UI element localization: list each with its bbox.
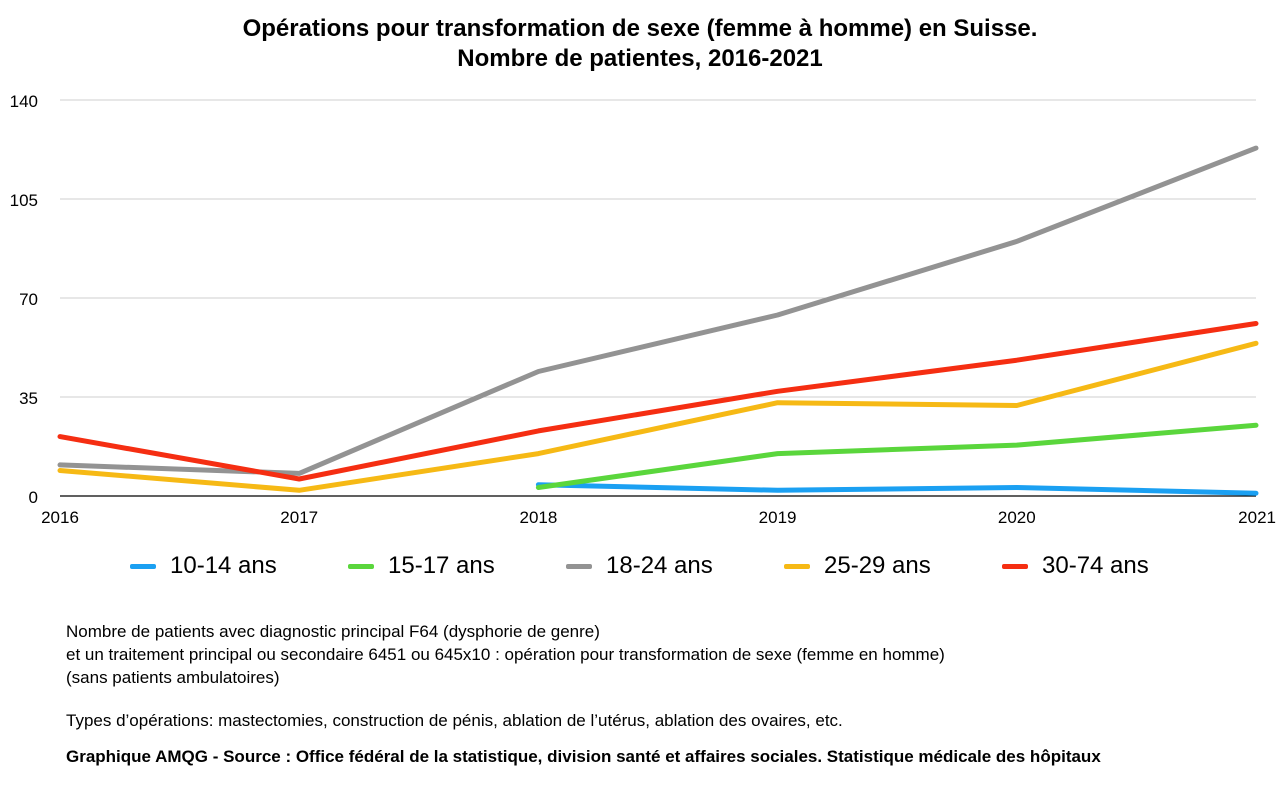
legend-label-25-29: 25-29 ans	[824, 552, 931, 579]
note-line-1: Nombre de patients avec diagnostic princ…	[66, 622, 600, 641]
legend-label-10-14: 10-14 ans	[170, 552, 277, 579]
note-line-2: et un traitement principal ou secondaire…	[66, 645, 945, 664]
x-tick-label-2019: 2019	[759, 508, 797, 527]
note-operation-types: Types d’opérations: mastectomies, constr…	[66, 711, 843, 730]
x-tick-label-2018: 2018	[519, 508, 557, 527]
chart-title-line-1: Opérations pour transformation de sexe (…	[242, 15, 1038, 42]
y-tick-label-35: 35	[19, 389, 38, 408]
legend-swatch-10-14	[130, 563, 156, 569]
series-line-10-14-ans	[535, 482, 1259, 496]
series-line-25-29-ans	[57, 340, 1259, 493]
x-tick-label-2017: 2017	[280, 508, 318, 527]
legend-label-15-17: 15-17 ans	[388, 552, 495, 579]
chart-notes: Nombre de patients avec diagnostic princ…	[66, 620, 945, 732]
chart-title: Opérations pour transformation de sexe (…	[0, 14, 1280, 74]
legend-swatch-18-24	[566, 563, 592, 569]
legend-label-18-24: 18-24 ans	[606, 552, 713, 579]
y-tick-label-140: 140	[10, 92, 38, 111]
legend-swatch-15-17	[348, 563, 374, 569]
legend-item-18-24: 18-24 ans	[566, 548, 713, 584]
series-line-15-17-ans	[535, 422, 1259, 490]
chart-title-line-2: Nombre de patientes, 2016-2021	[457, 45, 823, 72]
x-tick-label-2021: 2021	[1238, 508, 1276, 527]
legend-item-30-74: 30-74 ans	[1002, 548, 1149, 584]
series-line-30-74-ans	[57, 321, 1259, 482]
chart-legend: 10-14 ans 15-17 ans 18-24 ans 25-29 ans …	[0, 548, 1280, 584]
y-tick-label-70: 70	[19, 290, 38, 309]
x-tick-label-2020: 2020	[998, 508, 1036, 527]
legend-item-15-17: 15-17 ans	[348, 548, 495, 584]
series-line-18-24-ans	[57, 145, 1259, 476]
y-tick-label-105: 105	[10, 191, 38, 210]
note-line-3: (sans patients ambulatoires)	[66, 668, 280, 687]
legend-swatch-30-74	[1002, 563, 1028, 569]
legend-item-10-14: 10-14 ans	[130, 548, 277, 584]
legend-label-30-74: 30-74 ans	[1042, 552, 1149, 579]
y-tick-label-0: 0	[29, 488, 38, 507]
x-tick-label-2016: 2016	[41, 508, 79, 527]
legend-swatch-25-29	[784, 563, 810, 569]
legend-item-25-29: 25-29 ans	[784, 548, 931, 584]
source-credit: Graphique AMQG - Source : Office fédéral…	[66, 747, 1101, 766]
line-chart: 0 35 70 105 140 2016 2017 2018 2019 2020 2021	[10, 92, 1276, 527]
